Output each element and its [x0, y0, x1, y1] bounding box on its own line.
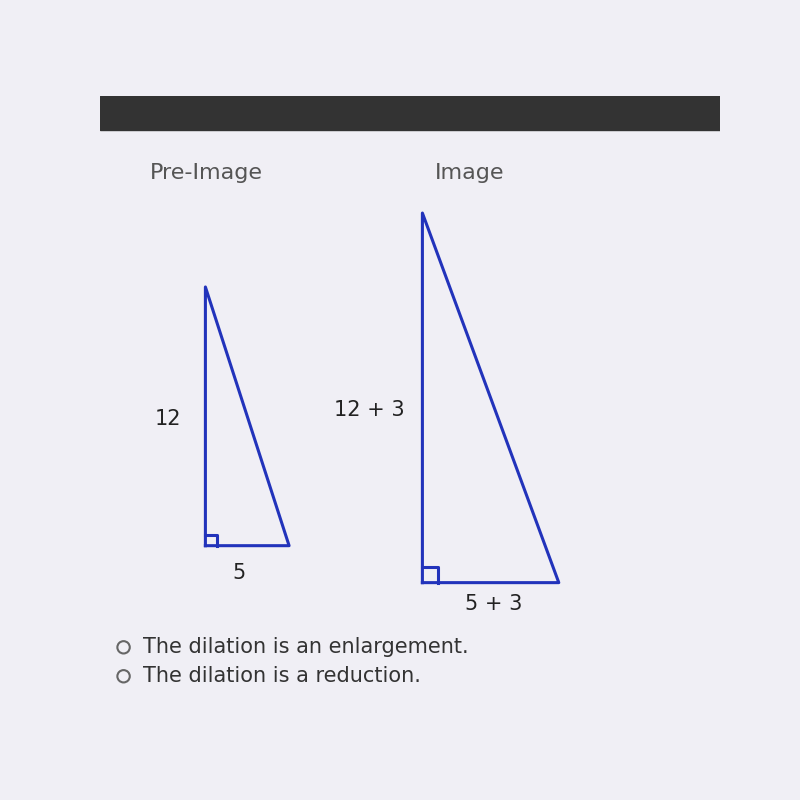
Text: 12 + 3: 12 + 3	[334, 400, 405, 420]
Text: The dilation is a reduction.: The dilation is a reduction.	[143, 666, 422, 686]
Bar	[100, 96, 720, 130]
Text: Image: Image	[435, 163, 504, 183]
Text: Pre-Image: Pre-Image	[150, 163, 262, 183]
Text: 12: 12	[155, 410, 182, 430]
Text: 5: 5	[233, 563, 246, 583]
Text: The dilation is an enlargement.: The dilation is an enlargement.	[143, 638, 469, 658]
Text: 5 + 3: 5 + 3	[465, 594, 522, 614]
